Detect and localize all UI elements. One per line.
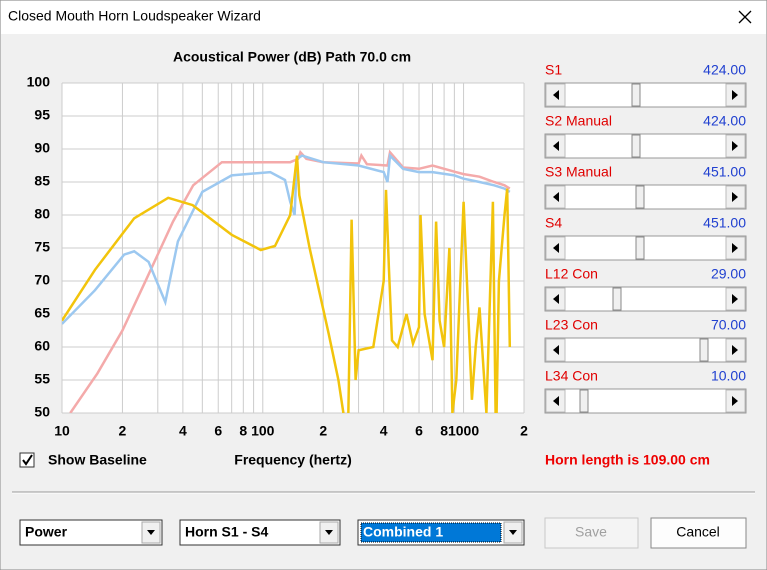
x-tick-label: 1000 [448,423,479,439]
x-tick-label: 2 [520,423,528,439]
x-tick-label: 8 [239,423,247,439]
cancel-label: Cancel [676,524,720,540]
arrow-left [553,141,559,151]
y-tick-label: 75 [34,239,50,255]
slider-value: 451.00 [703,164,746,180]
slider-label: L23 Con [545,317,598,333]
slider-thumb[interactable] [631,134,641,158]
arrow-left [553,243,559,253]
slider-value: 29.00 [711,266,746,282]
y-tick-label: 80 [34,206,50,222]
slider-thumb[interactable] [635,185,645,209]
y-tick-label: 55 [34,371,50,387]
slider-thumb[interactable] [612,287,622,311]
slider-value: 451.00 [703,215,746,231]
y-tick-label: 60 [34,338,50,354]
title-bar [1,1,766,34]
dropdown-text: Power [25,524,68,540]
checkmark [22,454,33,466]
arrow-left [553,192,559,202]
arrow-right [732,396,738,406]
x-tick-label: 2 [319,423,327,439]
x-tick-label: 6 [214,423,222,439]
scrollbar-track[interactable] [544,286,747,312]
scrollbar-track[interactable] [544,388,747,414]
dropdown-selection [360,522,502,543]
window-title: Closed Mouth Horn Loudspeaker Wizard [8,8,261,24]
y-tick-label: 95 [34,107,50,123]
y-tick-label: 70 [34,272,50,288]
checkbox-label[interactable]: Show Baseline [48,452,147,468]
scrollbar-track[interactable] [544,184,747,210]
arrow-right [732,192,738,202]
x-tick-label: 4 [179,423,187,439]
dropdown-arrow [147,530,155,535]
x-tick-label: 8 [440,423,448,439]
y-tick-label: 90 [34,140,50,156]
x-tick-label: 4 [380,423,388,439]
scrollbar-track[interactable] [544,133,747,159]
series-line [62,155,512,413]
arrow-left [553,294,559,304]
slider-label: S4 [545,215,562,231]
cancel-button[interactable] [650,517,747,549]
slider-label: L12 Con [545,266,598,282]
scrollbar-track[interactable] [544,337,747,363]
slider-value: 10.00 [711,368,746,384]
arrow-left [553,345,559,355]
x-tick-label: 6 [415,423,423,439]
slider-thumb[interactable] [635,236,645,260]
arrow-right [732,345,738,355]
x-tick-label: 2 [119,423,127,439]
y-tick-label: 85 [34,173,50,189]
dropdown-arrow [509,530,517,535]
close-button[interactable] [738,10,752,24]
arrow-left [553,396,559,406]
x-tick-label: 10 [54,423,70,439]
dropdown[interactable] [19,519,163,546]
y-tick-label: 100 [27,74,51,90]
dropdown[interactable] [179,519,341,546]
x-tick-label: 100 [251,423,275,439]
y-tick-label: 65 [34,305,50,321]
slider-label: S3 Manual [545,164,612,180]
arrow-right [732,141,738,151]
series-line [62,152,511,325]
slider-label: S1 [545,62,562,78]
dropdown-text: Combined 1 [363,524,443,540]
slider-value: 424.00 [703,62,746,78]
slider-value: 70.00 [711,317,746,333]
slider-value: 424.00 [703,113,746,129]
chart-title: Acoustical Power (dB) Path 70.0 cm [173,49,411,65]
arrow-right [732,243,738,253]
arrow-left [553,90,559,100]
slider-label: S2 Manual [545,113,612,129]
series-line [69,149,511,413]
slider-thumb[interactable] [579,389,589,413]
scrollbar-track[interactable] [544,235,747,261]
arrow-right [732,294,738,304]
dropdown-text: Horn S1 - S4 [185,524,268,540]
slider-thumb[interactable] [699,338,709,362]
scrollbar-track[interactable] [544,82,747,108]
slider-thumb[interactable] [631,83,641,107]
slider-label: L34 Con [545,368,598,384]
dropdown-arrow [325,530,333,535]
arrow-right [732,90,738,100]
y-tick-label: 50 [34,404,50,420]
save-button[interactable] [544,517,639,549]
x-axis-label: Frequency (hertz) [234,452,351,468]
save-label: Save [575,524,607,540]
horn-length: Horn length is 109.00 cm [545,452,710,468]
